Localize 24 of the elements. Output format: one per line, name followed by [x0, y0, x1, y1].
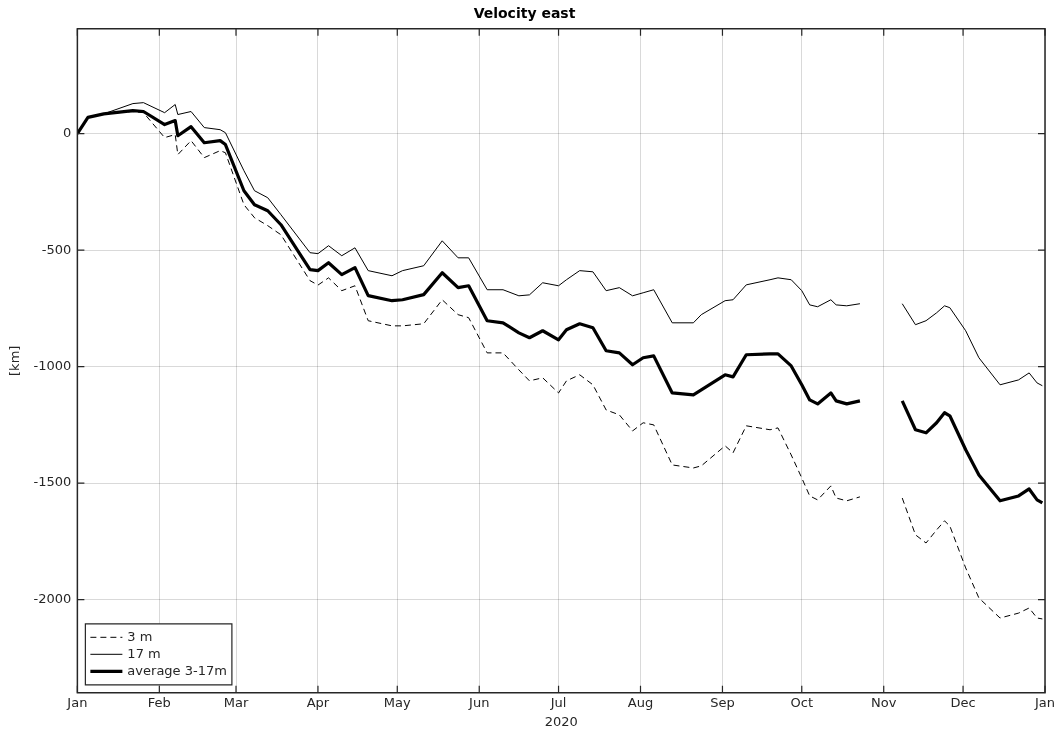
x-tick-label: Nov	[871, 694, 897, 710]
x-tick-label: Apr	[306, 694, 330, 710]
x-tick-label: Jul	[549, 694, 567, 710]
x-axis-title: 2020	[544, 713, 578, 729]
x-tick-label: Jan	[1033, 694, 1056, 710]
x-tick-label: May	[383, 694, 412, 710]
legend-label: 17 m	[127, 645, 161, 661]
chart-title: Velocity east	[473, 5, 576, 22]
y-tick-label: 0	[63, 125, 72, 141]
legend-label: average 3-17m	[127, 662, 227, 678]
y-tick-label: -500	[41, 241, 72, 257]
y-tick-label: -1500	[33, 474, 72, 490]
x-tick-label: Aug	[627, 694, 654, 710]
x-tick-label: Sep	[710, 694, 735, 710]
x-tick-label: Dec	[950, 694, 976, 710]
y-tick-label: -1000	[33, 358, 72, 373]
x-tick-label: Feb	[147, 694, 171, 710]
y-axis-title: [km]	[7, 345, 23, 376]
x-tick-label: Jun	[468, 694, 490, 710]
x-tick-label: Mar	[223, 694, 249, 710]
legend-label: 3 m	[127, 628, 153, 644]
y-tick-label: -2000	[33, 590, 72, 606]
x-tick-label: Oct	[790, 694, 814, 710]
x-tick-label: Jan	[66, 694, 88, 710]
